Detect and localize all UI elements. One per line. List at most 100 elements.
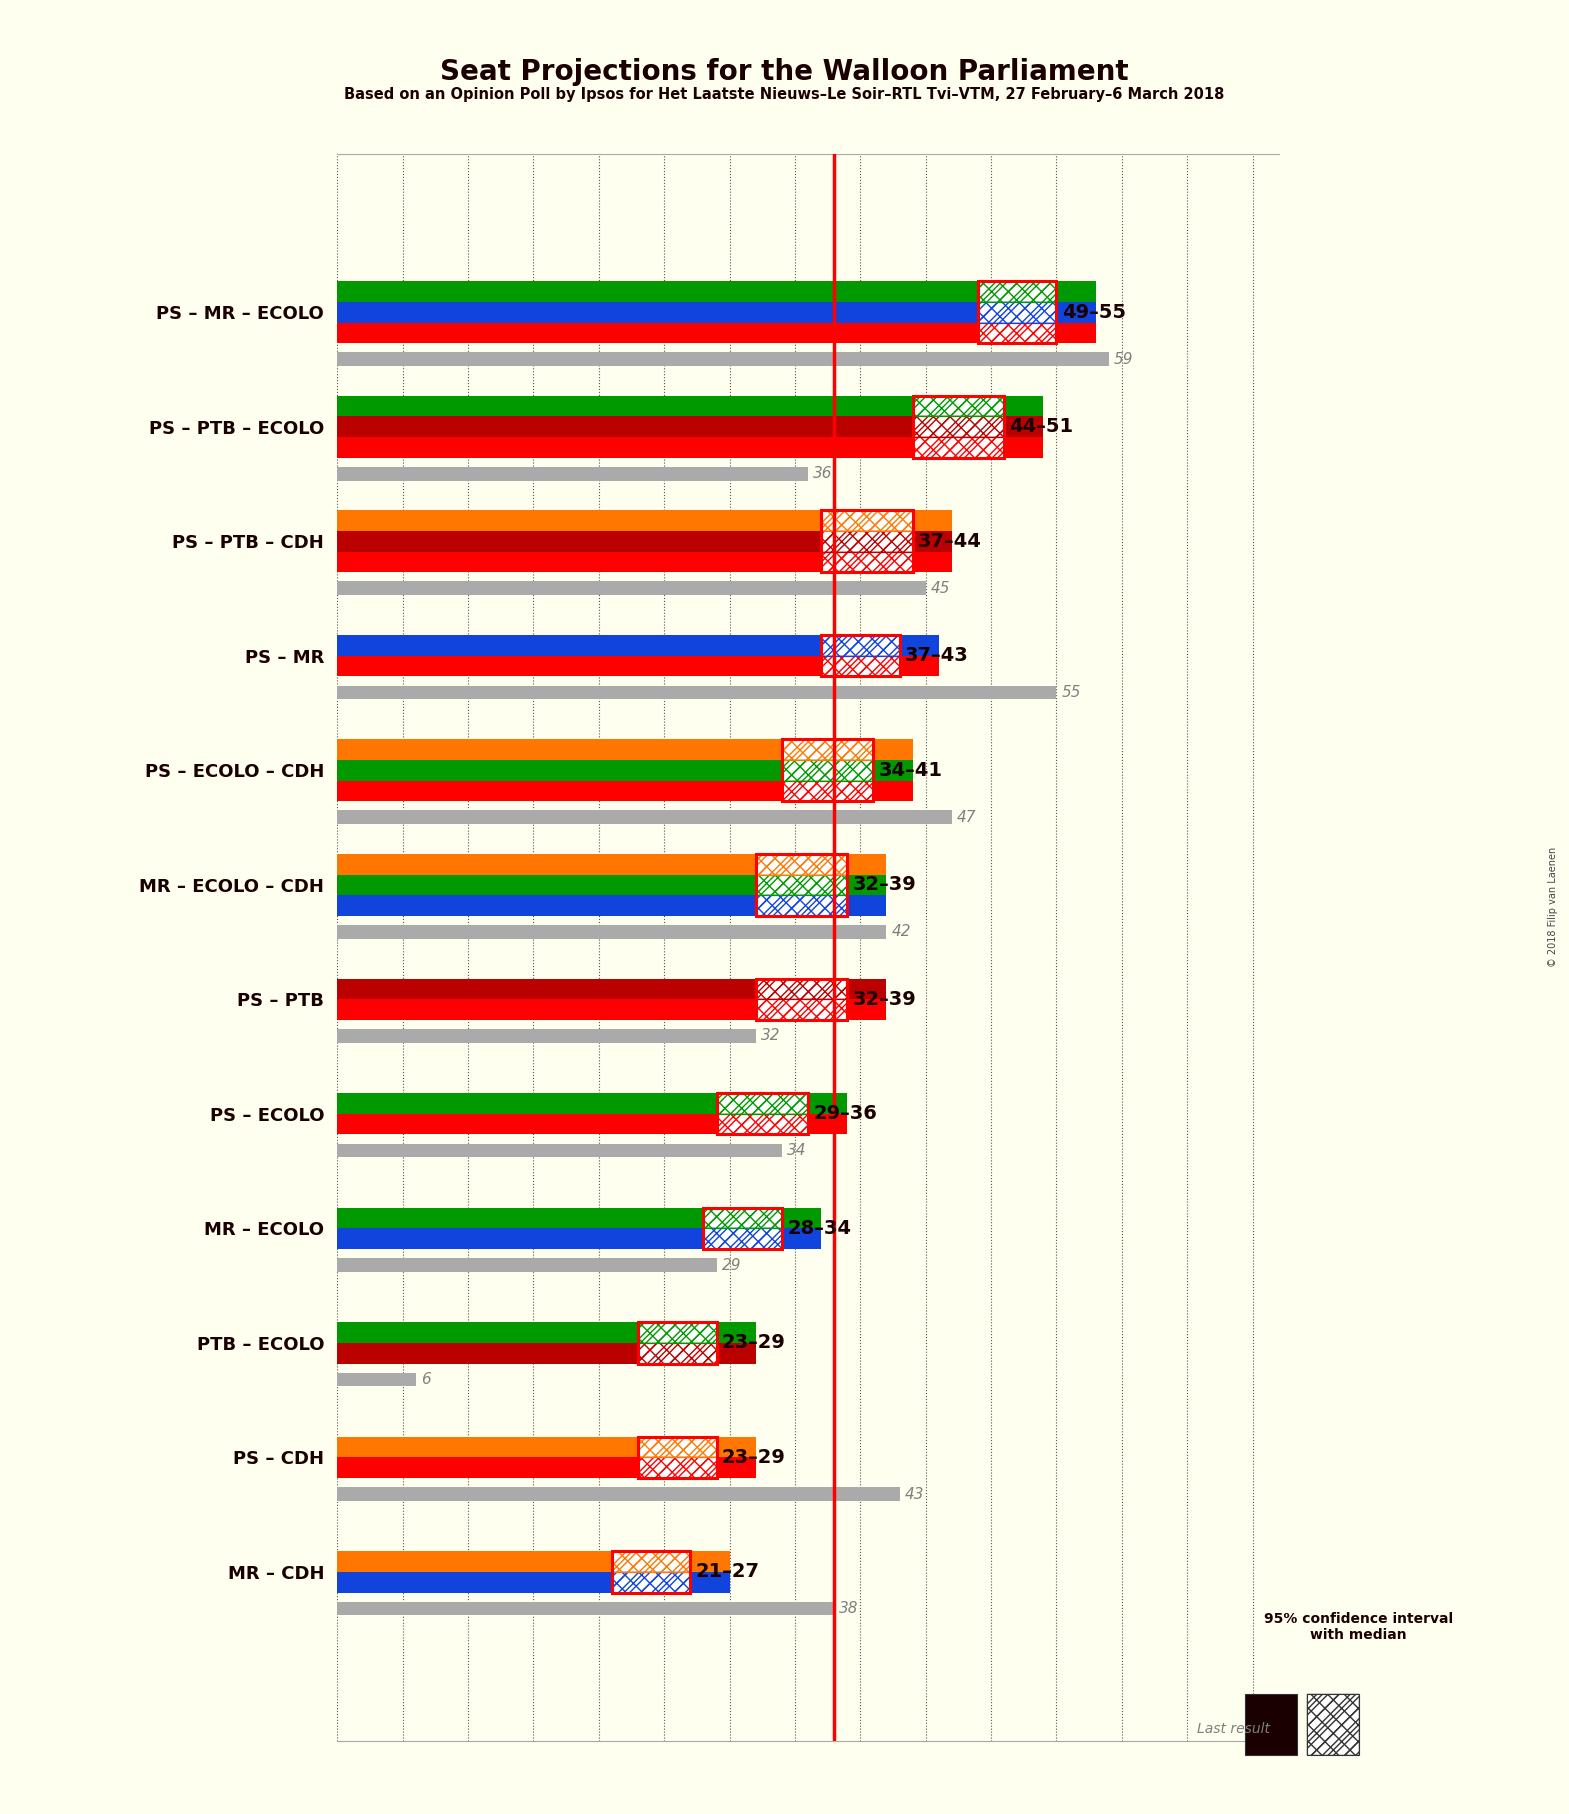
Bar bbox=[821, 635, 899, 677]
Text: 49–55: 49–55 bbox=[1062, 303, 1125, 321]
Bar bbox=[612, 1573, 690, 1593]
Text: 37–44: 37–44 bbox=[918, 532, 982, 551]
Bar bbox=[977, 323, 1056, 343]
Bar bbox=[913, 437, 1004, 457]
Bar bbox=[639, 1457, 717, 1478]
Bar bbox=[337, 635, 938, 657]
Bar bbox=[639, 1322, 717, 1342]
Text: 29–36: 29–36 bbox=[813, 1105, 877, 1123]
Bar bbox=[977, 281, 1056, 343]
Bar bbox=[977, 301, 1056, 323]
Bar bbox=[821, 635, 899, 657]
Bar bbox=[756, 980, 847, 1000]
Bar bbox=[337, 417, 1043, 437]
Bar bbox=[639, 1457, 717, 1478]
Bar bbox=[821, 532, 913, 551]
Bar bbox=[717, 1094, 808, 1114]
Bar bbox=[337, 1322, 756, 1342]
Bar bbox=[781, 740, 874, 760]
Bar bbox=[639, 1437, 717, 1457]
Text: 23–29: 23–29 bbox=[722, 1448, 786, 1468]
Text: 23–29: 23–29 bbox=[722, 1333, 786, 1353]
Bar bbox=[913, 437, 1004, 457]
Text: 38: 38 bbox=[839, 1602, 858, 1616]
Bar bbox=[612, 1551, 690, 1593]
Bar bbox=[913, 395, 1004, 457]
Bar bbox=[703, 1208, 781, 1228]
Bar bbox=[703, 1228, 781, 1250]
Bar bbox=[756, 894, 847, 916]
Text: © 2018 Filip van Laenen: © 2018 Filip van Laenen bbox=[1549, 847, 1558, 967]
Bar bbox=[756, 874, 847, 894]
Text: 55: 55 bbox=[1062, 686, 1081, 700]
Bar bbox=[337, 1000, 886, 1019]
Text: 42: 42 bbox=[891, 925, 912, 940]
Bar bbox=[717, 1114, 808, 1134]
Bar bbox=[821, 551, 913, 571]
Bar bbox=[756, 854, 847, 874]
Bar bbox=[756, 1000, 847, 1019]
Bar bbox=[639, 1437, 717, 1457]
Bar bbox=[639, 1322, 717, 1364]
Bar bbox=[913, 417, 1004, 437]
Bar bbox=[337, 551, 952, 571]
Text: 32: 32 bbox=[761, 1029, 780, 1043]
Bar bbox=[977, 301, 1056, 323]
Bar bbox=[337, 1029, 756, 1043]
Bar bbox=[821, 510, 913, 532]
Bar bbox=[1307, 1694, 1359, 1756]
Bar bbox=[337, 510, 952, 532]
Bar bbox=[913, 395, 1004, 417]
Bar bbox=[821, 657, 899, 677]
Text: 36: 36 bbox=[813, 466, 833, 481]
Bar bbox=[781, 780, 874, 802]
Text: 59: 59 bbox=[1114, 352, 1133, 366]
Bar bbox=[913, 437, 1004, 457]
Bar bbox=[337, 780, 913, 802]
Bar bbox=[756, 980, 847, 1000]
Bar bbox=[977, 281, 1056, 301]
Bar bbox=[337, 1342, 756, 1364]
Bar bbox=[639, 1342, 717, 1364]
Bar bbox=[717, 1114, 808, 1134]
Bar bbox=[337, 281, 1095, 301]
Bar bbox=[756, 894, 847, 916]
Bar bbox=[781, 740, 874, 760]
Bar bbox=[821, 657, 899, 677]
Bar bbox=[756, 854, 847, 916]
Bar bbox=[337, 1487, 899, 1500]
Text: 32–39: 32–39 bbox=[852, 990, 916, 1009]
Bar bbox=[913, 417, 1004, 437]
Bar bbox=[337, 1143, 781, 1157]
Bar bbox=[337, 1228, 821, 1250]
Bar bbox=[977, 301, 1056, 323]
Bar bbox=[337, 1373, 416, 1386]
Bar bbox=[612, 1551, 690, 1573]
Bar bbox=[821, 510, 913, 532]
Bar bbox=[756, 874, 847, 894]
Bar bbox=[337, 1208, 821, 1228]
Bar bbox=[756, 854, 847, 874]
Bar bbox=[703, 1208, 781, 1228]
Bar bbox=[821, 532, 913, 551]
Text: 28–34: 28–34 bbox=[788, 1219, 850, 1237]
Bar bbox=[756, 894, 847, 916]
Bar bbox=[703, 1228, 781, 1250]
Bar bbox=[337, 395, 1043, 417]
Bar bbox=[639, 1342, 717, 1364]
Bar bbox=[337, 1114, 847, 1134]
Bar bbox=[977, 281, 1056, 301]
Bar bbox=[337, 686, 1056, 700]
Bar bbox=[337, 323, 1095, 343]
Bar bbox=[717, 1094, 808, 1114]
Bar bbox=[977, 281, 1056, 301]
Bar bbox=[337, 657, 938, 677]
Bar bbox=[756, 980, 847, 1019]
Bar bbox=[821, 510, 913, 532]
Bar bbox=[821, 551, 913, 571]
Bar bbox=[612, 1573, 690, 1593]
Bar bbox=[913, 417, 1004, 437]
Bar bbox=[717, 1094, 808, 1134]
Bar bbox=[337, 1457, 756, 1478]
Text: 29: 29 bbox=[722, 1257, 741, 1273]
